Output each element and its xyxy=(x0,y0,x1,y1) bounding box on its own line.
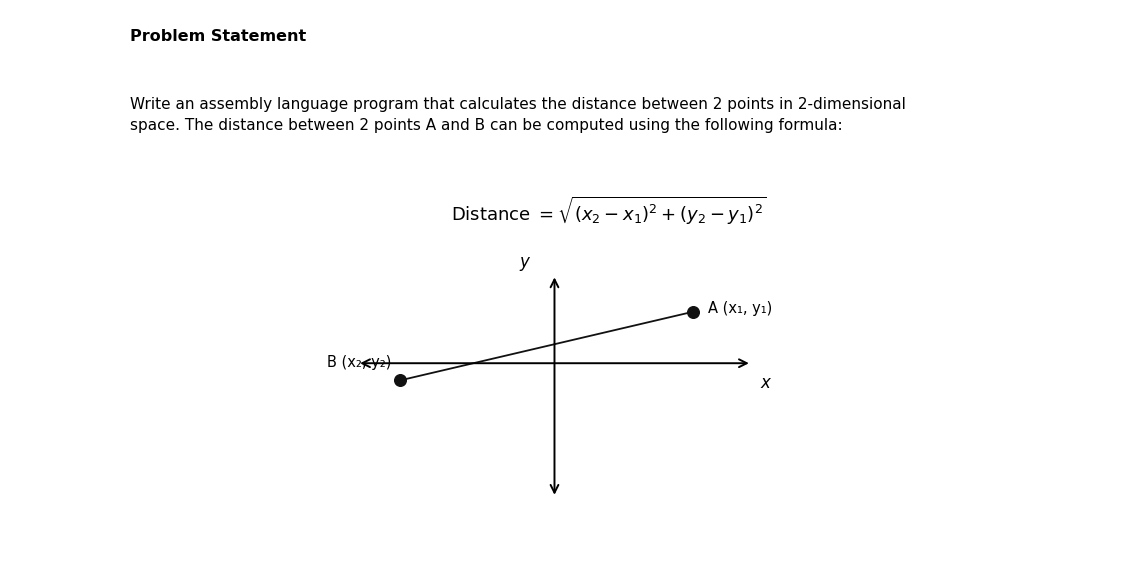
Text: Problem Statement: Problem Statement xyxy=(130,29,305,43)
Text: y: y xyxy=(520,253,530,271)
Text: A (x₁, y₁): A (x₁, y₁) xyxy=(708,301,772,316)
Text: x: x xyxy=(761,374,771,391)
Text: Write an assembly language program that calculates the distance between 2 points: Write an assembly language program that … xyxy=(130,97,905,133)
Point xyxy=(684,307,702,316)
Text: Distance $= \sqrt{(x_2 - x_1)^2 + (y_2 - y_1)^2}$: Distance $= \sqrt{(x_2 - x_1)^2 + (y_2 -… xyxy=(451,194,766,227)
Text: B (x₂, y₂): B (x₂, y₂) xyxy=(327,355,391,370)
Point xyxy=(391,376,409,385)
